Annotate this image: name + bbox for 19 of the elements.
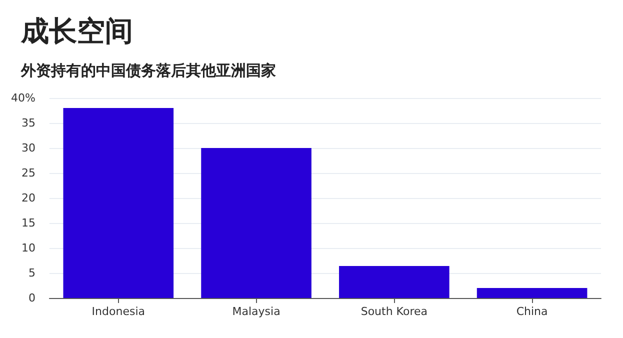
y-tick-label: 0 (28, 292, 36, 304)
y-tick-label: 40% (10, 92, 36, 104)
x-tick-label: South Korea (360, 305, 428, 318)
bar (201, 148, 312, 298)
bar (63, 108, 174, 298)
x-tick-label: Indonesia (92, 305, 145, 318)
y-tick-label: 10 (21, 242, 36, 254)
x-tick-label: Malaysia (232, 305, 280, 318)
chart-title: 成长空间 (20, 14, 133, 48)
y-tick-label: 25 (21, 166, 36, 180)
chart-subtitle: 外资持有的中国债务落后其他亚洲国家 (20, 62, 276, 80)
bar (476, 288, 588, 298)
y-tick-label: 20 (21, 192, 36, 204)
y-tick-label: 5 (28, 266, 36, 280)
x-tick-label: China (516, 305, 548, 318)
y-tick-label: 15 (21, 216, 36, 230)
y-tick-label: 35 (21, 116, 36, 130)
bar (339, 266, 450, 298)
y-tick-label: 30 (21, 142, 36, 154)
